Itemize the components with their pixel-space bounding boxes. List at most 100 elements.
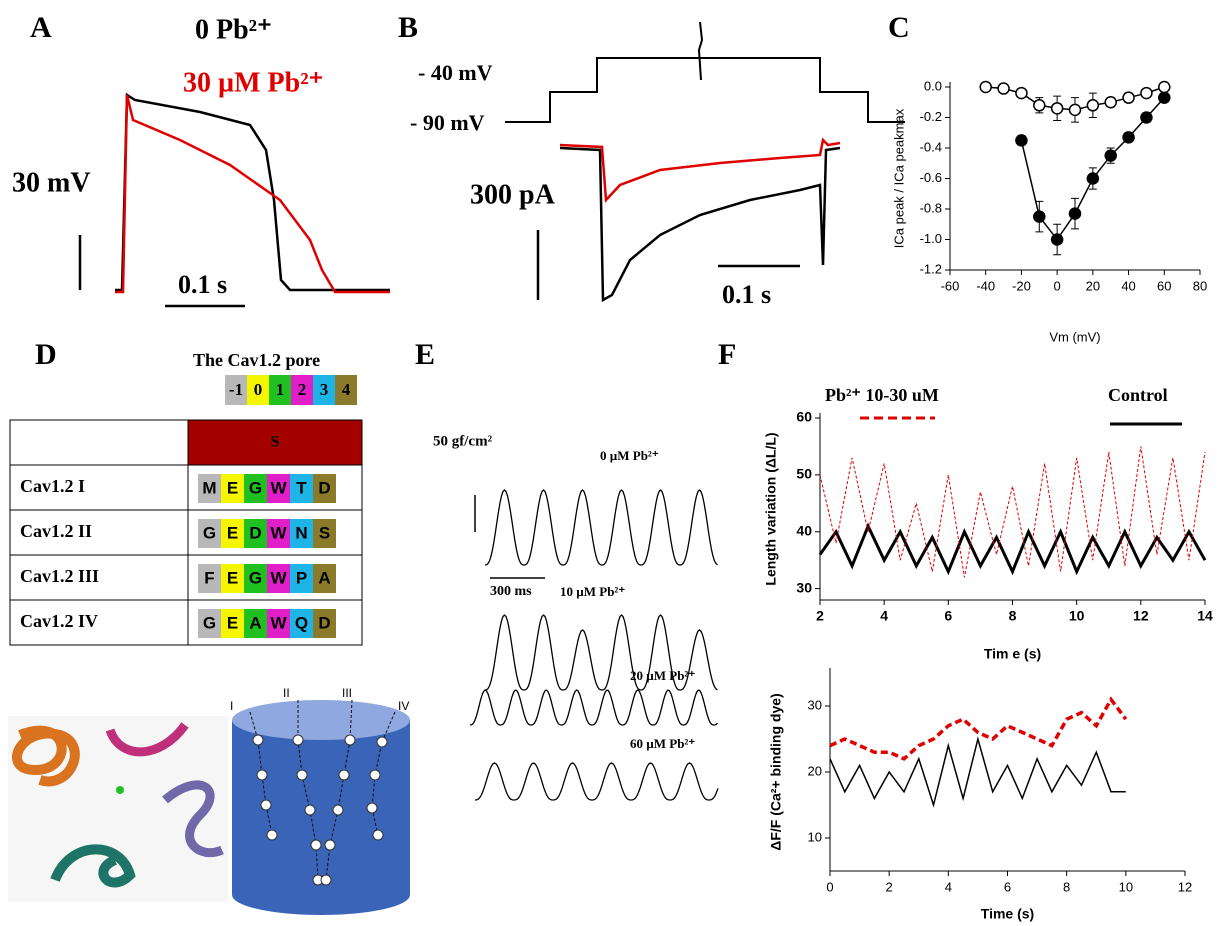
column-label: S: [271, 434, 280, 451]
series-line: [829, 696, 1128, 761]
marker: [1068, 103, 1082, 117]
residue-box: [267, 564, 290, 593]
marker: [1122, 91, 1135, 104]
annotation: Control: [1108, 385, 1168, 405]
column-header: [187, 419, 363, 466]
trace-label: 0 µM Pb²⁺: [600, 448, 659, 463]
x-tick-label: 6: [1004, 879, 1011, 894]
residue: G: [203, 523, 216, 542]
x-tick-label: 4: [880, 608, 888, 624]
marker: [1158, 80, 1171, 94]
x-tick-label: 8: [1009, 608, 1017, 624]
domain-label: IV: [398, 699, 409, 713]
y-axis-label: Length variation (ΔL/L): [763, 432, 779, 585]
y-tick-label: 50: [796, 466, 812, 482]
residue: W: [270, 613, 287, 632]
step-label: - 90 mV: [410, 110, 485, 135]
residue: W: [270, 478, 287, 497]
residue: N: [295, 523, 307, 542]
ribbon: [162, 780, 224, 858]
marker: [1015, 134, 1028, 147]
domain-label: II: [283, 686, 290, 700]
y-tick-label: -0.2: [920, 109, 942, 124]
residue-box: [244, 519, 267, 548]
y-tick-label: 10: [808, 829, 822, 844]
residue: S: [319, 523, 330, 542]
step-label: - 40 mV: [418, 60, 493, 85]
position-label: 0: [254, 380, 263, 399]
residue-box: [244, 474, 267, 503]
residue-box: [267, 519, 290, 548]
residue-box: [244, 564, 267, 593]
residue-box: [198, 474, 221, 503]
residue: W: [270, 523, 287, 542]
residue-box: [198, 564, 221, 593]
x-tick-label: 2: [886, 879, 893, 894]
position-box: [225, 375, 247, 405]
residue: D: [249, 523, 261, 542]
y-tick-label: 40: [796, 522, 812, 538]
panel-e: 50 gf/cm² 300 ms 0 µM Pb²⁺ 10 µM Pb²⁺ 20 µ…: [433, 433, 719, 801]
position-box: [313, 375, 335, 405]
marker: [1033, 99, 1046, 112]
x-tick-label: 14: [1197, 608, 1213, 624]
panel-a: 0 Pb²⁺ 30 µM Pb²⁺ 30 mV 0.1 s: [12, 14, 390, 308]
x-tick-label: 12: [1178, 879, 1192, 894]
ion: [116, 786, 124, 794]
residue-box: [313, 609, 336, 638]
row-label: Cav1.2 III: [20, 566, 99, 586]
residue: G: [249, 568, 262, 587]
x-tick-label: 8: [1063, 879, 1070, 894]
marker: [1050, 233, 1064, 246]
trace-label: 10 µM Pb²⁺: [560, 584, 625, 599]
marker: [1158, 91, 1171, 104]
y-tick-label: -1.0: [920, 231, 942, 246]
ribbon: [12, 725, 80, 787]
x-axis-label: Vm (mV): [1049, 329, 1100, 344]
x-tick-label: 0: [1054, 278, 1061, 293]
marker: [1122, 131, 1135, 144]
position-label: -1: [229, 380, 243, 399]
marker: [1050, 102, 1064, 115]
y-axis-label: ΔF/F (Ca²+ binding dye): [768, 693, 784, 850]
residue: W: [270, 568, 287, 587]
marker: [1086, 172, 1100, 185]
position-label: 2: [298, 380, 307, 399]
x-tick-label: 4: [945, 879, 952, 894]
x-tick-label: 6: [944, 608, 952, 624]
residue: D: [318, 478, 330, 497]
x-tick-label: -40: [976, 278, 995, 293]
panel-label: C: [888, 11, 910, 44]
x-tick-label: 10: [1119, 879, 1133, 894]
ribbon: [105, 722, 189, 757]
position-label: 4: [342, 380, 351, 399]
series-line: [819, 446, 1206, 578]
residue-box: [221, 519, 244, 548]
panel-b: - 40 mV - 90 mV 300 pA 0.1 s: [410, 21, 905, 309]
marker: [1140, 86, 1153, 100]
scale-label: 50 gf/cm²: [433, 433, 493, 449]
y-tick-label: 30: [796, 579, 812, 595]
residue-box: [313, 564, 336, 593]
residue-box: [267, 474, 290, 503]
residue: G: [249, 478, 262, 497]
row-label: Cav1.2 IV: [20, 611, 98, 631]
trace: [559, 146, 841, 303]
x-tick-label: 0: [826, 879, 833, 894]
x-tick-label: 60: [1157, 278, 1171, 293]
panel-d: The Cav1.2 pore S I II III IV -1 0 1 2 3 4 Cav…: [8, 350, 410, 915]
residue-box: [290, 609, 313, 638]
cylinder-top: [232, 700, 410, 740]
residue-box: [221, 609, 244, 638]
artifact: [697, 21, 704, 81]
position-box: [335, 375, 357, 405]
scale-label: 300 ms: [490, 584, 532, 599]
residue: A: [318, 568, 330, 587]
residue-box: [198, 519, 221, 548]
marker: [1140, 111, 1153, 124]
residue-box: [290, 474, 313, 503]
series-line: [829, 736, 1126, 808]
scale-label: 30 mV: [12, 167, 91, 198]
y-axis-label: ICa peak / ICa peakmax: [891, 108, 906, 248]
